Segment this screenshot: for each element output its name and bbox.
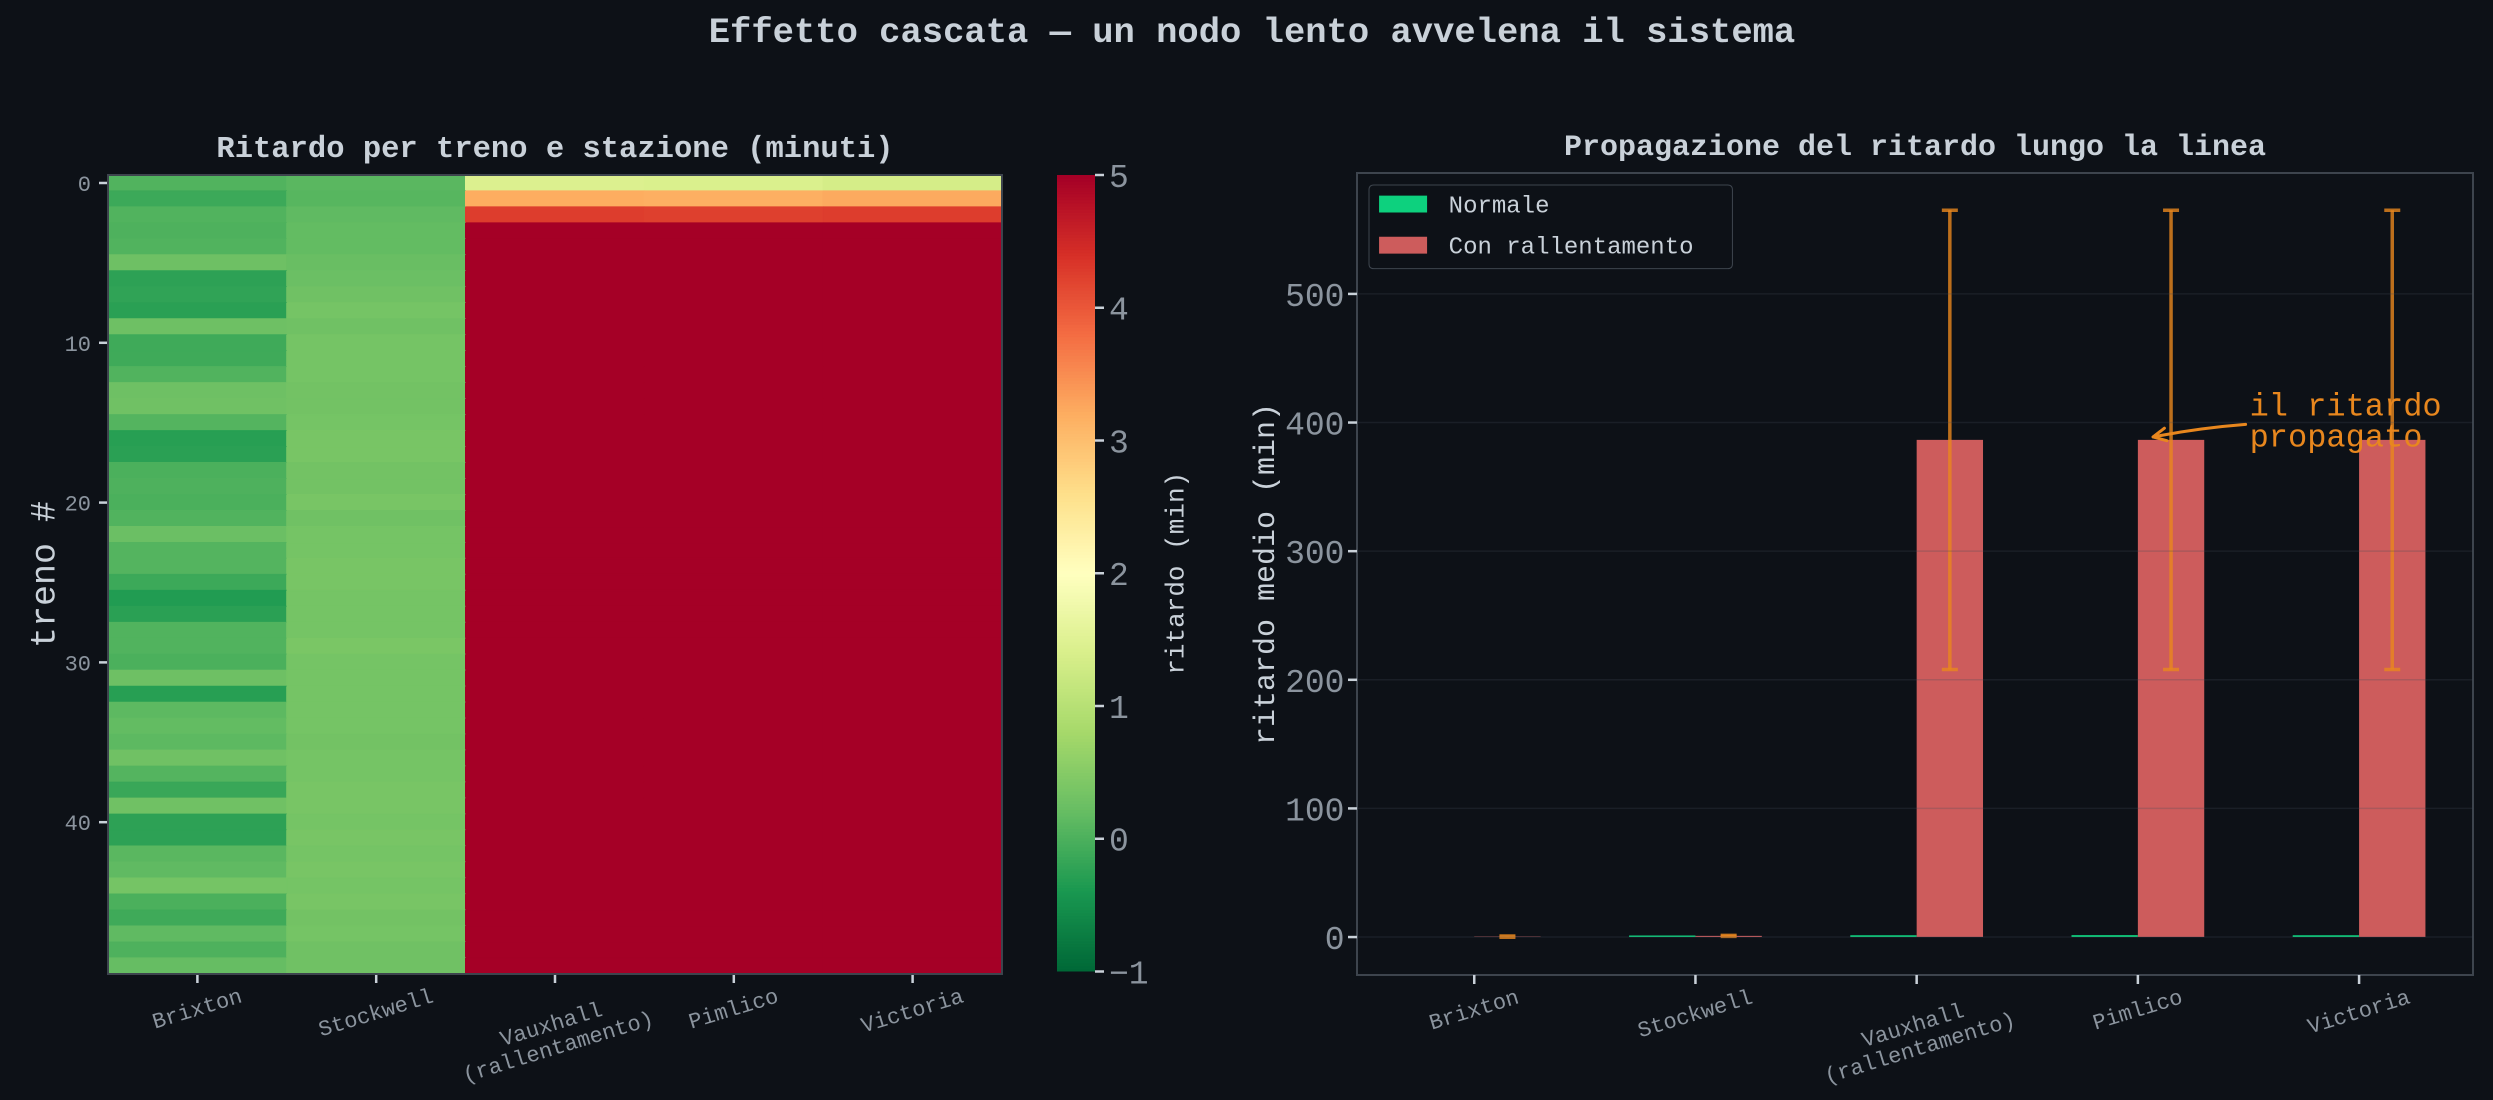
- svg-text:ritardo (min): ritardo (min): [1161, 472, 1191, 675]
- svg-text:10: 10: [65, 333, 91, 358]
- svg-text:100: 100: [1285, 793, 1344, 830]
- svg-text:20: 20: [65, 493, 91, 518]
- svg-text:treno #: treno #: [25, 501, 65, 648]
- svg-text:5: 5: [1109, 160, 1129, 197]
- svg-text:Propagazione del ritardo lungo: Propagazione del ritardo lungo la linea: [1564, 131, 2266, 165]
- svg-text:1: 1: [1109, 691, 1129, 728]
- svg-text:il ritardo: il ritardo: [2250, 388, 2442, 425]
- svg-text:3: 3: [1109, 425, 1129, 462]
- svg-text:40: 40: [65, 812, 91, 837]
- svg-text:Con rallentamento: Con rallentamento: [1449, 235, 1694, 262]
- svg-text:400: 400: [1285, 407, 1344, 444]
- svg-text:Normale: Normale: [1449, 193, 1550, 220]
- svg-text:−1: −1: [1109, 956, 1149, 993]
- svg-text:Ritardo per treno e stazione (: Ritardo per treno e stazione (minuti): [216, 133, 893, 167]
- svg-text:4: 4: [1109, 293, 1129, 330]
- svg-text:30: 30: [65, 652, 91, 677]
- svg-text:2: 2: [1109, 558, 1129, 595]
- svg-text:300: 300: [1285, 536, 1344, 573]
- svg-text:200: 200: [1285, 665, 1344, 702]
- svg-text:propagato: propagato: [2250, 419, 2423, 456]
- svg-text:ritardo medio (min): ritardo medio (min): [1250, 403, 1284, 745]
- svg-text:Effetto cascata — un nodo lent: Effetto cascata — un nodo lento avvelena…: [709, 12, 1795, 53]
- svg-text:500: 500: [1285, 279, 1344, 316]
- svg-text:0: 0: [78, 173, 91, 198]
- svg-text:0: 0: [1109, 824, 1129, 861]
- svg-text:0: 0: [1325, 922, 1345, 959]
